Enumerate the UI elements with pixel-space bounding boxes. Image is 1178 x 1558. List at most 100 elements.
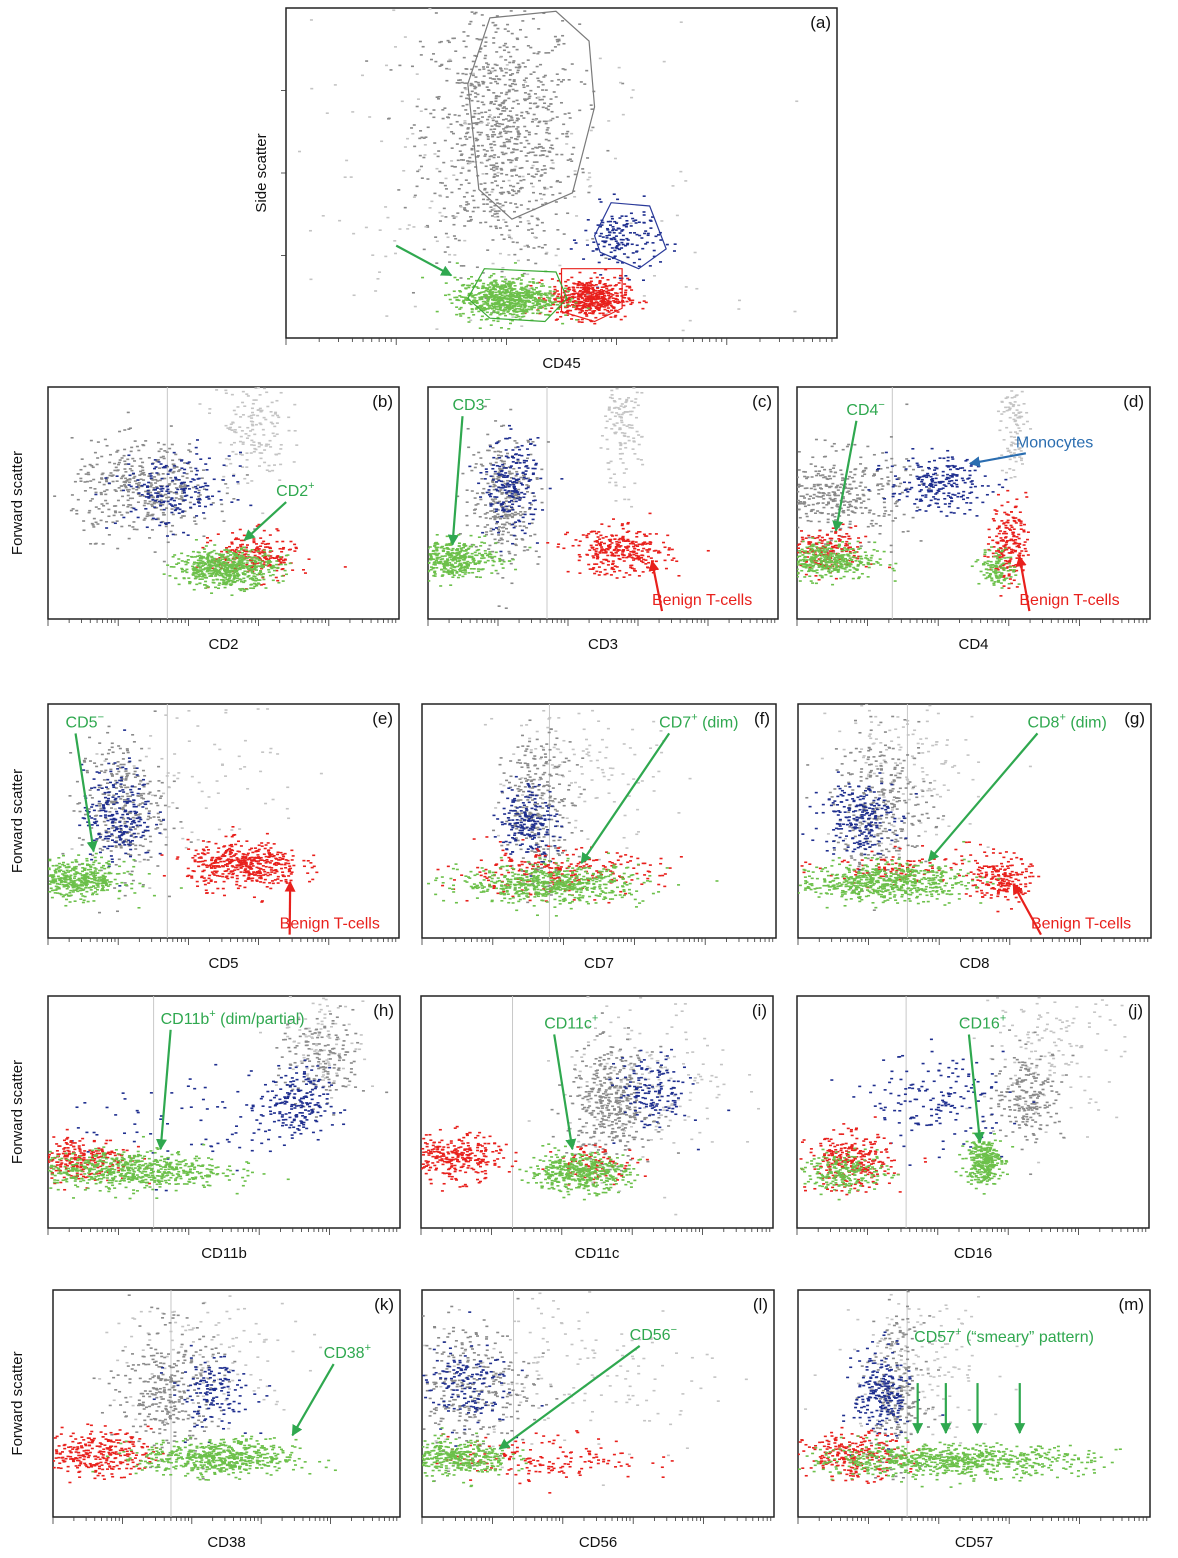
event-dot <box>499 299 503 302</box>
event-dot <box>543 168 547 171</box>
event-dot <box>221 555 225 557</box>
event-dot <box>544 138 548 141</box>
event-dot <box>524 297 528 299</box>
event-dot <box>205 585 209 587</box>
event-dot <box>481 80 485 83</box>
event-dot <box>606 220 610 223</box>
event-dot <box>577 321 581 323</box>
event-dot <box>463 207 467 209</box>
event-dot <box>105 502 109 505</box>
event-dot <box>490 498 494 501</box>
event-dot <box>234 413 238 416</box>
event-dot <box>514 165 518 168</box>
event-dot <box>435 167 439 170</box>
event-dot <box>647 561 651 564</box>
event-dot <box>496 171 500 174</box>
event-dot <box>455 306 459 308</box>
event-dot <box>254 583 258 586</box>
event-dot <box>191 486 195 489</box>
event-dot <box>272 569 276 572</box>
event-dot <box>244 565 248 568</box>
event-dot <box>450 302 454 304</box>
event-dot <box>555 318 559 321</box>
event-dot <box>502 511 506 514</box>
event-dot <box>438 220 442 222</box>
event-dot <box>476 503 480 505</box>
event-dot <box>595 532 599 535</box>
event-dot <box>287 548 291 551</box>
event-dot <box>200 578 204 580</box>
event-dot <box>271 422 275 425</box>
event-dot <box>622 412 626 414</box>
event-dot <box>450 165 454 168</box>
event-dot <box>198 578 202 580</box>
event-dot <box>227 577 231 580</box>
event-dot <box>562 42 566 45</box>
event-dot <box>492 488 496 491</box>
event-dot <box>588 176 592 179</box>
event-dot <box>468 136 472 139</box>
event-dot <box>553 285 557 288</box>
event-dot <box>508 437 512 439</box>
event-dot <box>129 510 133 513</box>
event-dot <box>526 59 530 61</box>
event-dot <box>232 578 236 580</box>
event-dot <box>491 528 495 531</box>
event-dot <box>634 416 638 419</box>
event-dot <box>465 203 469 206</box>
event-dot <box>461 166 465 169</box>
event-dot <box>277 452 281 455</box>
event-dot <box>424 226 428 228</box>
event-dot <box>493 280 497 283</box>
event-dot <box>254 399 258 401</box>
panel-label: (b) <box>372 392 393 411</box>
event-dot <box>221 558 225 561</box>
event-dot <box>602 286 606 288</box>
event-dot <box>589 307 593 310</box>
event-dot <box>523 291 527 293</box>
event-dot <box>613 538 617 541</box>
event-dot <box>555 73 559 76</box>
event-dot <box>496 513 500 516</box>
event-dot <box>613 316 617 318</box>
event-dot <box>512 467 516 470</box>
event-dot <box>679 170 683 173</box>
event-dot <box>496 516 500 519</box>
event-dot <box>252 559 256 562</box>
event-dot <box>233 429 237 431</box>
event-dot <box>496 473 500 475</box>
event-dot <box>646 234 650 237</box>
event-dot <box>242 577 246 580</box>
event-dot <box>155 486 159 488</box>
event-dot <box>95 463 99 466</box>
event-dot <box>517 63 521 66</box>
event-dot <box>482 103 486 106</box>
event-dot <box>196 564 200 566</box>
event-dot <box>509 289 513 292</box>
event-dot <box>641 307 645 310</box>
event-dot <box>140 484 144 487</box>
event-dot <box>594 292 598 295</box>
event-dot <box>631 543 635 545</box>
event-dot <box>552 303 556 306</box>
event-dot <box>276 579 280 582</box>
event-dot <box>470 282 474 285</box>
event-dot <box>492 37 496 39</box>
event-dot <box>488 292 492 295</box>
event-dot <box>591 126 595 129</box>
event-dot <box>654 235 658 238</box>
event-dot <box>535 217 539 220</box>
event-dot <box>542 76 546 78</box>
event-dot <box>131 491 135 494</box>
event-dot <box>462 40 466 43</box>
event-dot <box>511 523 515 526</box>
event-dot <box>496 283 500 286</box>
event-dot <box>619 416 623 419</box>
event-dot <box>603 549 607 552</box>
event-dot <box>207 563 211 566</box>
event-dot <box>642 300 646 302</box>
event-dot <box>178 469 182 471</box>
event-dot <box>635 391 639 394</box>
event-dot <box>487 69 491 72</box>
